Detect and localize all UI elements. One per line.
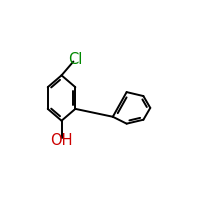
Text: Cl: Cl <box>68 52 83 67</box>
Text: OH: OH <box>50 133 73 148</box>
